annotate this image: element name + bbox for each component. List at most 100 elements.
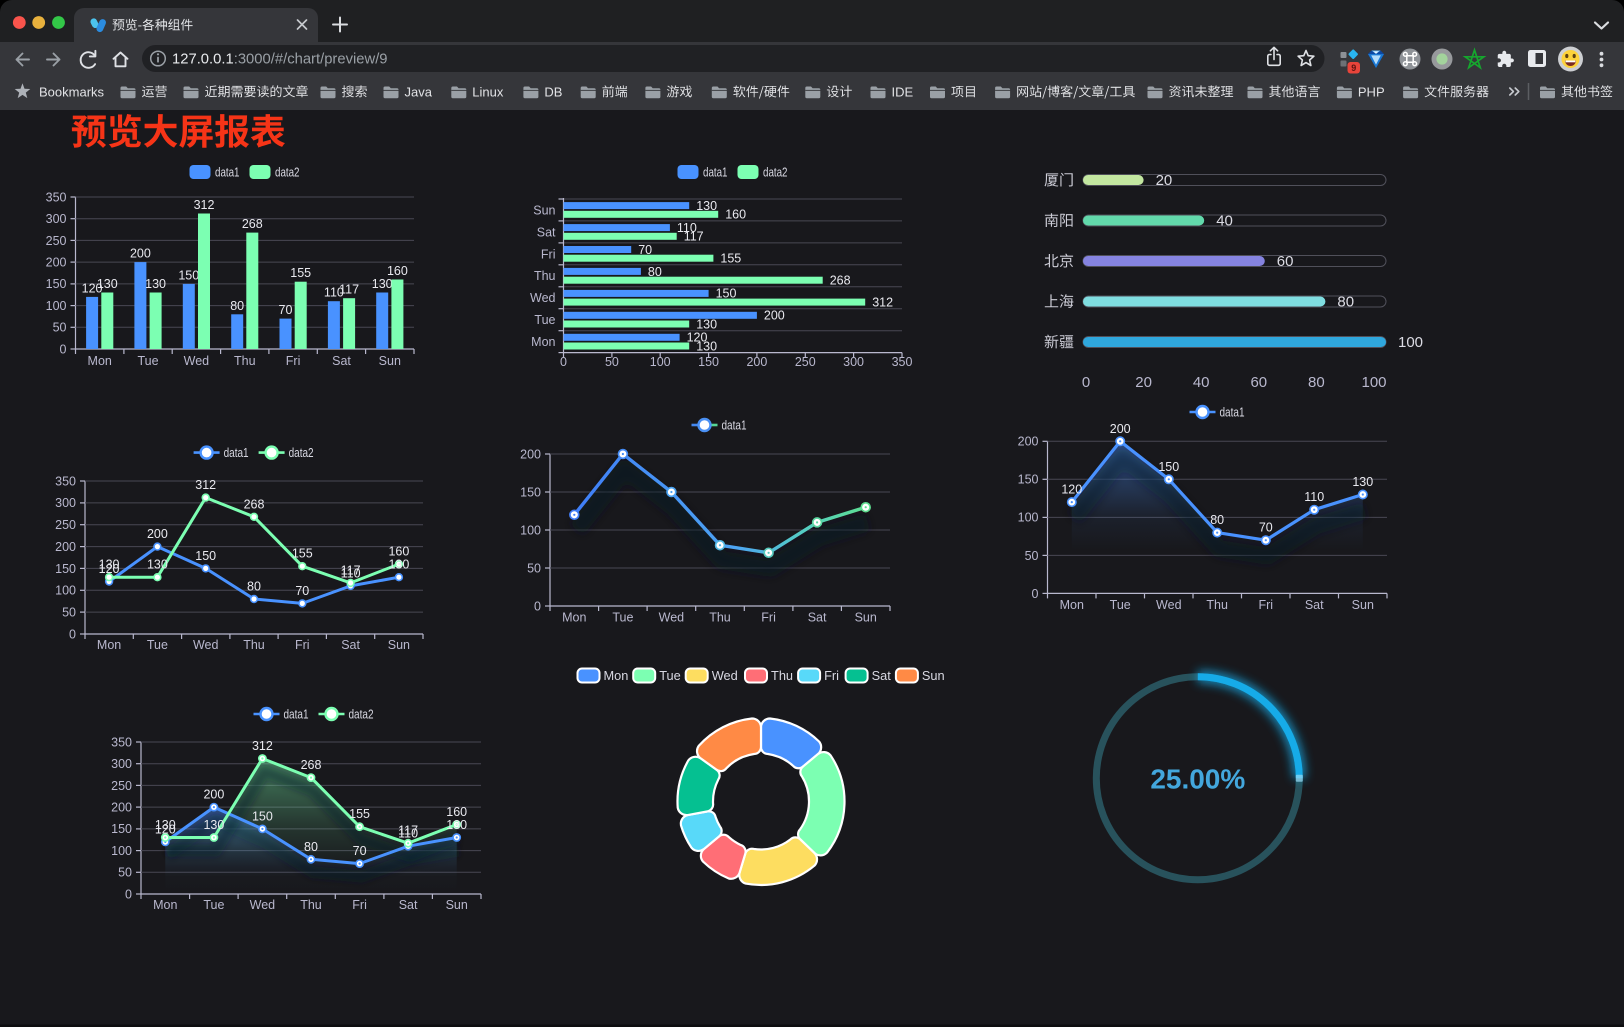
svg-text:50: 50 — [605, 355, 619, 369]
svg-text:Sat: Sat — [537, 225, 556, 239]
svg-text:200: 200 — [46, 256, 67, 270]
svg-text:50: 50 — [1025, 549, 1039, 563]
svg-text:DB: DB — [544, 85, 562, 100]
svg-text:data1: data1 — [722, 418, 747, 432]
svg-text:Sat: Sat — [1305, 598, 1324, 612]
svg-text:Wed: Wed — [712, 668, 738, 683]
svg-text:data1: data1 — [215, 165, 240, 179]
svg-text:9: 9 — [1351, 63, 1356, 73]
svg-text:155: 155 — [720, 252, 741, 266]
svg-text:120: 120 — [1061, 483, 1082, 497]
svg-text:130: 130 — [97, 277, 118, 291]
svg-text:312: 312 — [194, 198, 215, 212]
svg-text:Mon: Mon — [604, 668, 629, 683]
svg-text:350: 350 — [46, 190, 67, 204]
svg-text:110: 110 — [324, 286, 344, 300]
svg-text:0: 0 — [1032, 587, 1039, 601]
svg-text:300: 300 — [111, 757, 132, 771]
svg-text:Fri: Fri — [295, 638, 310, 652]
svg-text:Thu: Thu — [1206, 598, 1228, 612]
svg-text:350: 350 — [55, 474, 76, 488]
svg-text:Sat: Sat — [341, 638, 360, 652]
svg-text:50: 50 — [53, 321, 67, 335]
svg-text:Thu: Thu — [243, 638, 265, 652]
svg-text:Mon: Mon — [88, 354, 112, 368]
svg-text:Wed: Wed — [193, 638, 219, 652]
svg-text:PHP: PHP — [1358, 85, 1385, 100]
svg-text:110: 110 — [1304, 490, 1324, 504]
svg-text:312: 312 — [252, 739, 273, 753]
svg-text:150: 150 — [716, 287, 737, 301]
svg-text:80: 80 — [247, 580, 261, 594]
svg-text:Java: Java — [405, 85, 433, 100]
svg-text:100: 100 — [1361, 374, 1386, 391]
svg-text:120: 120 — [155, 822, 176, 836]
svg-text:Thu: Thu — [534, 269, 556, 283]
svg-text:130: 130 — [145, 277, 166, 291]
svg-text:100: 100 — [111, 844, 132, 858]
svg-text:Sun: Sun — [446, 898, 468, 912]
svg-text:Tue: Tue — [659, 668, 681, 683]
svg-text:250: 250 — [46, 234, 67, 248]
svg-text:100: 100 — [1398, 334, 1423, 351]
svg-text:130: 130 — [203, 818, 224, 832]
svg-text:Thu: Thu — [300, 898, 322, 912]
svg-text:200: 200 — [1110, 422, 1131, 436]
svg-text:Sun: Sun — [388, 638, 410, 652]
svg-text:IDE: IDE — [892, 85, 914, 100]
svg-text:data1: data1 — [284, 707, 309, 721]
svg-text:312: 312 — [195, 478, 216, 492]
svg-text:130: 130 — [1352, 475, 1373, 489]
svg-text:150: 150 — [195, 549, 216, 563]
svg-text:Thu: Thu — [709, 611, 731, 625]
svg-text:300: 300 — [843, 355, 864, 369]
svg-text:Sun: Sun — [922, 668, 945, 683]
svg-text:25.00%: 25.00% — [1150, 763, 1245, 794]
svg-text:60: 60 — [1250, 374, 1267, 391]
svg-text:300: 300 — [46, 212, 67, 226]
svg-text:268: 268 — [830, 274, 851, 288]
svg-text:70: 70 — [638, 243, 652, 257]
svg-text:130: 130 — [696, 199, 717, 213]
svg-text:80: 80 — [230, 299, 244, 313]
svg-text:Tue: Tue — [534, 313, 555, 327]
svg-text:155: 155 — [290, 266, 311, 280]
svg-text:0: 0 — [1082, 374, 1090, 391]
svg-text:0: 0 — [534, 599, 541, 613]
svg-text:data2: data2 — [275, 165, 300, 179]
svg-text:data1: data1 — [703, 165, 728, 179]
svg-text:70: 70 — [353, 844, 367, 858]
svg-text:150: 150 — [46, 277, 67, 291]
svg-text:0: 0 — [560, 355, 567, 369]
svg-text:120: 120 — [82, 281, 103, 295]
svg-text:200: 200 — [111, 801, 132, 815]
svg-text:data2: data2 — [763, 165, 788, 179]
svg-text:Mon: Mon — [562, 611, 586, 625]
svg-text:60: 60 — [1277, 253, 1294, 270]
svg-text:Wed: Wed — [659, 611, 685, 625]
svg-text:110: 110 — [398, 827, 418, 841]
svg-text:117: 117 — [341, 563, 361, 577]
svg-text:Fri: Fri — [1259, 598, 1274, 612]
svg-text:160: 160 — [446, 805, 467, 819]
svg-text:200: 200 — [746, 355, 767, 369]
svg-text:200: 200 — [147, 527, 168, 541]
svg-text:Fri: Fri — [541, 247, 556, 261]
svg-text:80: 80 — [1210, 513, 1224, 527]
svg-text:117: 117 — [398, 824, 418, 838]
svg-text:Wed: Wed — [530, 291, 556, 305]
svg-text:150: 150 — [1158, 460, 1179, 474]
svg-text:70: 70 — [295, 584, 309, 598]
svg-text:160: 160 — [387, 264, 408, 278]
svg-text:Thu: Thu — [771, 668, 793, 683]
svg-text:300: 300 — [55, 496, 76, 510]
svg-text:Sat: Sat — [399, 898, 418, 912]
svg-text:200: 200 — [203, 788, 224, 802]
svg-text:150: 150 — [178, 268, 199, 282]
svg-text:Sun: Sun — [533, 203, 555, 217]
svg-text:130: 130 — [372, 277, 393, 291]
svg-text:312: 312 — [872, 295, 893, 309]
svg-text:Bookmarks: Bookmarks — [39, 85, 105, 100]
svg-text:250: 250 — [111, 779, 132, 793]
svg-text:200: 200 — [55, 540, 76, 554]
